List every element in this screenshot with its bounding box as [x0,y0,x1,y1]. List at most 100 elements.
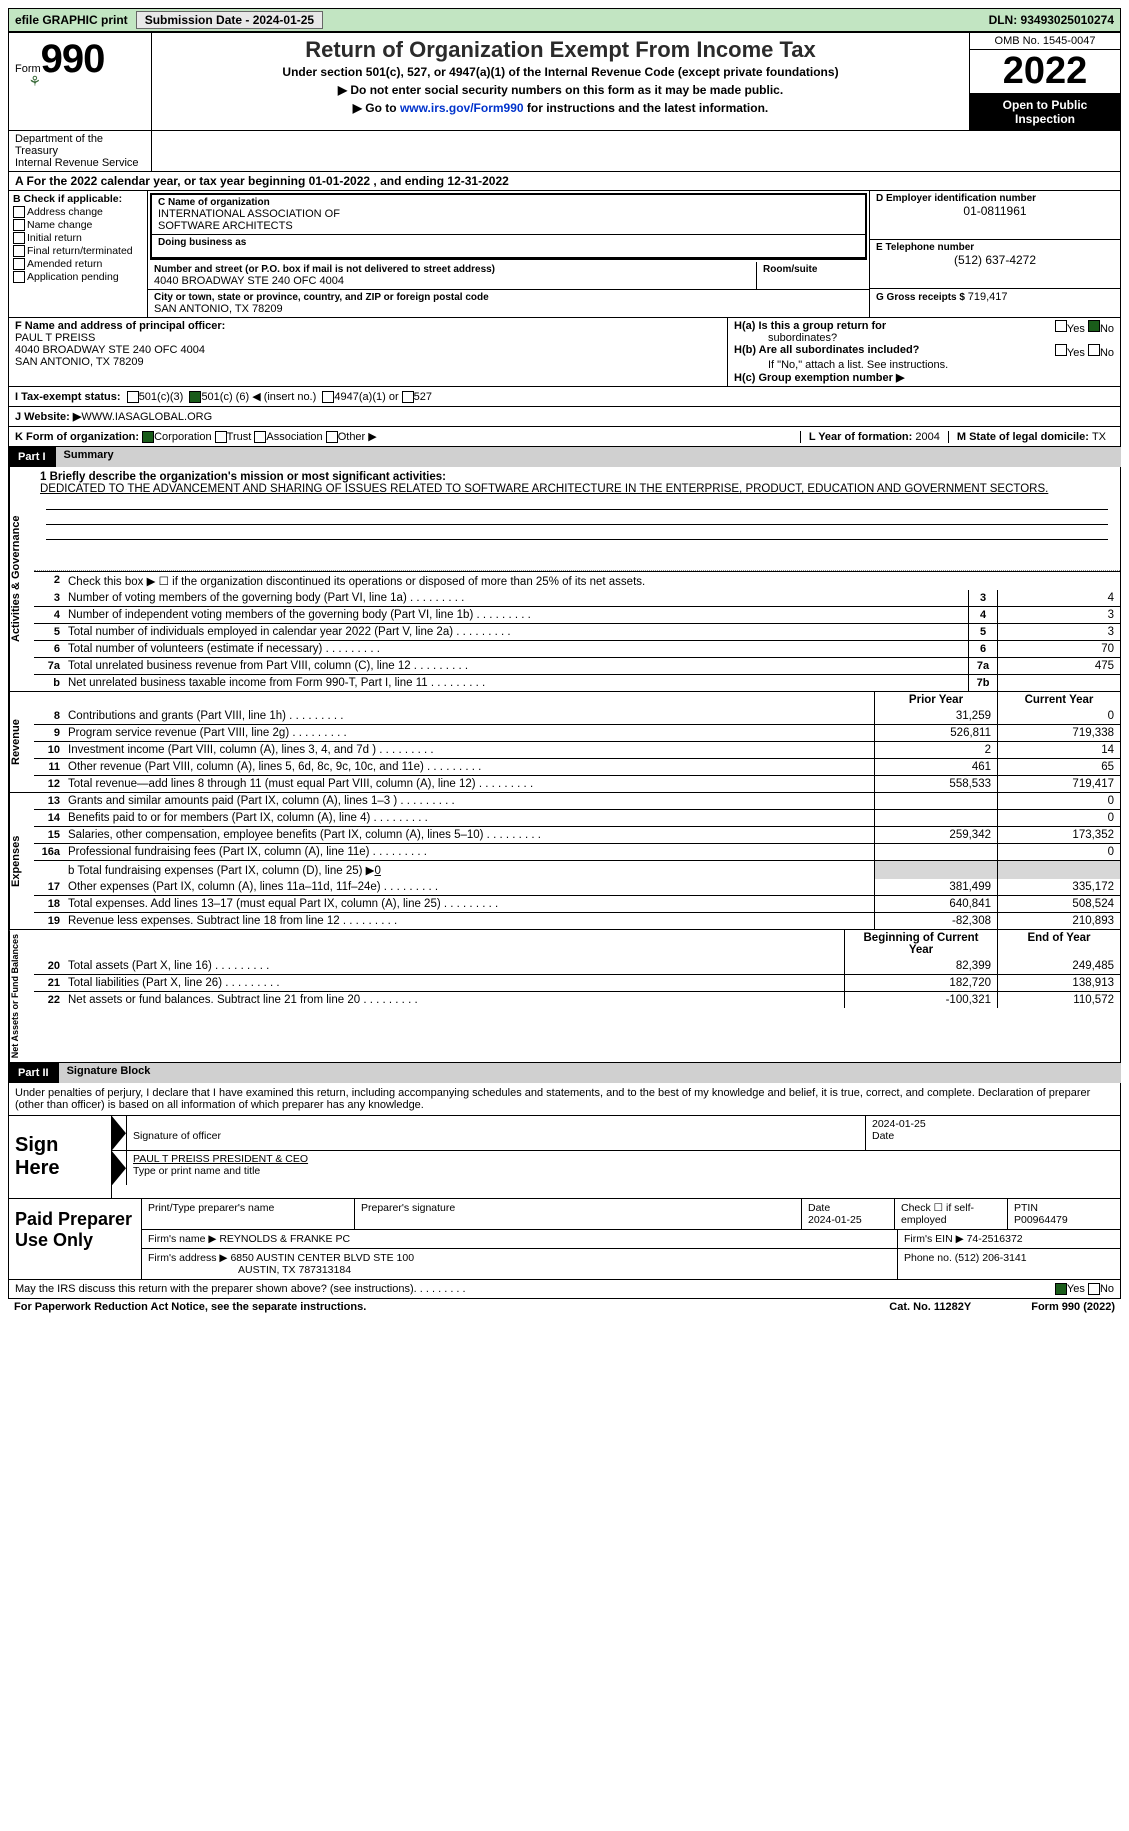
state-domicile: TX [1092,431,1106,443]
opt-trust: Trust [227,431,252,443]
chk-name-change[interactable]: Name change [13,219,143,231]
self-employed-chk[interactable]: Check ☐ if self-employed [895,1199,1008,1229]
opt-501c-a: 501(c) ( [201,391,239,403]
sig-date-label: Date [872,1130,894,1142]
hdr-eoy: End of Year [997,930,1120,958]
year-formation: 2004 [915,431,939,443]
firm-name-val: REYNOLDS & FRANKE PC [219,1233,350,1245]
tax-year: 2022 [970,50,1120,94]
ha-label2: subordinates? [734,332,837,344]
side-activities: Activities & Governance [9,467,34,691]
summary-row: 9 Program service revenue (Part VIII, li… [34,724,1120,741]
hb-yes-chk[interactable] [1055,344,1067,356]
g-label: G Gross receipts $ [876,292,968,303]
chk-other[interactable] [326,431,338,443]
ha-yes-chk[interactable] [1055,320,1067,332]
line16b-label: b Total fundraising expenses (Part IX, c… [68,865,375,877]
b-header: B Check if applicable: [13,193,143,205]
hb-label: H(b) Are all subordinates included? [734,344,919,356]
chk-app-pending[interactable]: Application pending [13,271,143,283]
side-netassets: Net Assets or Fund Balances [9,930,34,1062]
discuss-no-chk[interactable] [1088,1283,1100,1295]
f-label: F Name and address of principal officer: [15,320,225,332]
chk-527[interactable] [402,391,414,403]
firm-ein-val: 74-2516372 [967,1233,1023,1245]
summary-row: b Net unrelated business taxable income … [34,674,1120,691]
summary-row: 19 Revenue less expenses. Subtract line … [34,912,1120,929]
leaf-icon: ⚘ [28,73,41,90]
hb-no-chk[interactable] [1088,344,1100,356]
note-post: for instructions and the latest informat… [524,101,769,115]
form-subtitle: Under section 501(c), 527, or 4947(a)(1)… [160,65,961,79]
form-header: Form990 ⚘ Return of Organization Exempt … [8,32,1121,131]
prep-phone-val: (512) 206-3141 [955,1252,1027,1264]
period-end: 12-31-2022 [447,174,508,188]
section-b-to-g: B Check if applicable: Address change Na… [8,191,1121,318]
dln-label: DLN: 93493025010274 [989,13,1114,27]
section-f: F Name and address of principal officer:… [9,318,727,386]
e-label: E Telephone number [876,242,1114,253]
part1-tag: Part I [8,451,56,463]
chk-trust[interactable] [215,431,227,443]
chk-initial-return[interactable]: Initial return [13,232,143,244]
ptin-label: PTIN [1014,1202,1038,1214]
hdr-curr: Current Year [997,692,1120,708]
name-label: Type or print name and title [133,1165,260,1177]
officer-addr2: SAN ANTONIO, TX 78209 [15,356,144,368]
firm-addr2: AUSTIN, TX 787313184 [148,1264,351,1276]
sig-declaration: Under penalties of perjury, I declare th… [8,1083,1121,1116]
section-j: J Website: ▶ WWW.IASAGLOBAL.ORG [8,407,1121,427]
hc-label: H(c) Group exemption number ▶ [734,372,904,384]
chk-final-return[interactable]: Final return/terminated [13,245,143,257]
line16b-prior-grey [874,861,997,879]
part2-tag: Part II [8,1067,59,1079]
website-val: WWW.IASAGLOBAL.ORG [81,411,212,423]
sig-officer-label: Signature of officer [133,1130,221,1142]
ha-no-chk[interactable] [1088,320,1100,332]
summary-row: 22 Net assets or fund balances. Subtract… [34,991,1120,1008]
period-label-a: A For the 2022 calendar year, or tax yea… [15,174,309,188]
mission-text: DEDICATED TO THE ADVANCEMENT AND SHARING… [40,483,1048,495]
chk-address-change[interactable]: Address change [13,206,143,218]
opt-501c3: 501(c)(3) [139,391,184,403]
ha-label1: H(a) Is this a group return for [734,320,886,332]
chk-corp[interactable] [142,431,154,443]
opt-527: 527 [414,391,432,403]
summary-row: 10 Investment income (Part VIII, column … [34,741,1120,758]
opt-501c-b: ) ◀ (insert no.) [245,390,316,403]
firm-addr-label: Firm's address ▶ [148,1252,230,1264]
title-box: Return of Organization Exempt From Incom… [152,33,969,130]
summary-row: 7a Total unrelated business revenue from… [34,657,1120,674]
form-id-box: Form990 ⚘ [9,33,152,130]
dba-label: Doing business as [158,237,859,248]
chk-amended[interactable]: Amended return [13,258,143,270]
discuss-yes-chk[interactable] [1055,1283,1067,1295]
form-title: Return of Organization Exempt From Incom… [160,37,961,63]
summary-row: 20 Total assets (Part X, line 16) 82,399… [34,958,1120,974]
section-h: H(a) Is this a group return for subordin… [727,318,1120,386]
chk-assoc[interactable] [254,431,266,443]
arrow-icon [112,1116,126,1150]
dept-row: Department of the Treasury Internal Reve… [8,131,1121,171]
summary-row: 14 Benefits paid to or for members (Part… [34,809,1120,826]
chk-4947[interactable] [322,391,334,403]
submission-date-btn[interactable]: Submission Date - 2024-01-25 [136,11,323,29]
part1-title: Summary [56,447,1121,467]
irs-link[interactable]: www.irs.gov/Form990 [400,101,524,115]
chk-501c[interactable] [189,391,201,403]
omb-number: OMB No. 1545-0047 [970,33,1120,50]
dept-treasury: Department of the Treasury Internal Reve… [9,131,152,171]
opt-4947: 4947(a)(1) or [334,391,398,403]
chk-501c3[interactable] [127,391,139,403]
sign-here-block: Sign Here Signature of officer 2024-01-2… [8,1116,1121,1199]
ptin-val: P00964479 [1014,1214,1068,1226]
part1-header: Part I Summary [8,447,1121,467]
firm-addr1: 6850 AUSTIN CENTER BLVD STE 100 [230,1252,414,1264]
room-label: Room/suite [763,264,863,275]
org-name-2: SOFTWARE ARCHITECTS [158,220,859,232]
c-label: C Name of organization [158,197,859,208]
line1-label: 1 Briefly describe the organization's mi… [40,471,446,483]
period-label-mid: , and ending [373,174,447,188]
period-begin: 01-01-2022 [309,174,370,188]
firm-name-label: Firm's name ▶ [148,1233,219,1245]
